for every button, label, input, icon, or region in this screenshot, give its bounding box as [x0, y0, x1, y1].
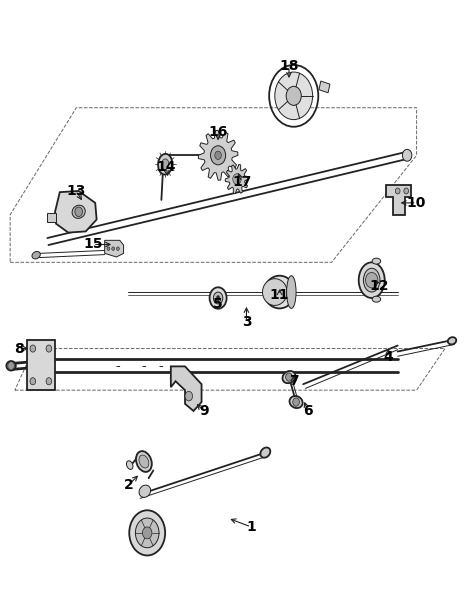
Polygon shape: [198, 131, 238, 180]
Text: 11: 11: [270, 288, 289, 302]
Text: 18: 18: [279, 59, 299, 73]
Ellipse shape: [158, 154, 172, 175]
Circle shape: [185, 392, 192, 401]
Circle shape: [395, 188, 400, 194]
Circle shape: [30, 378, 36, 385]
Circle shape: [30, 345, 36, 352]
Text: 7: 7: [289, 374, 299, 388]
Ellipse shape: [290, 396, 302, 408]
Text: 9: 9: [199, 404, 209, 418]
Circle shape: [112, 247, 115, 250]
Circle shape: [210, 287, 227, 309]
Text: 4: 4: [383, 350, 393, 365]
Ellipse shape: [359, 262, 385, 298]
Text: 12: 12: [369, 279, 389, 293]
Circle shape: [402, 150, 412, 162]
Polygon shape: [55, 191, 97, 232]
Ellipse shape: [263, 279, 287, 305]
Text: 16: 16: [209, 125, 228, 138]
Polygon shape: [171, 367, 201, 411]
Circle shape: [233, 173, 241, 184]
Text: 15: 15: [83, 237, 102, 252]
Circle shape: [117, 247, 119, 250]
Circle shape: [365, 272, 378, 288]
Text: 10: 10: [407, 196, 426, 210]
Text: 8: 8: [14, 342, 24, 356]
Ellipse shape: [372, 258, 381, 264]
Ellipse shape: [448, 337, 456, 344]
Text: 5: 5: [213, 297, 223, 311]
Ellipse shape: [287, 276, 296, 308]
Circle shape: [143, 527, 152, 539]
Ellipse shape: [139, 485, 151, 498]
Ellipse shape: [162, 159, 169, 169]
Circle shape: [286, 373, 292, 381]
Ellipse shape: [136, 451, 152, 472]
Ellipse shape: [283, 371, 295, 383]
Bar: [46, 359, 50, 373]
Text: 1: 1: [246, 520, 256, 534]
Polygon shape: [105, 240, 124, 257]
Circle shape: [107, 247, 110, 250]
Circle shape: [216, 296, 220, 300]
Polygon shape: [27, 340, 55, 390]
Bar: [47, 213, 55, 222]
Text: 3: 3: [242, 315, 251, 329]
Ellipse shape: [364, 268, 380, 292]
Circle shape: [46, 378, 52, 385]
Text: 14: 14: [156, 160, 176, 174]
Circle shape: [293, 398, 300, 406]
Circle shape: [213, 292, 223, 304]
Circle shape: [404, 188, 409, 194]
Polygon shape: [225, 164, 249, 194]
Text: 17: 17: [232, 175, 251, 189]
Ellipse shape: [260, 448, 270, 458]
Polygon shape: [386, 185, 411, 215]
Ellipse shape: [127, 461, 133, 470]
Circle shape: [275, 72, 313, 120]
Ellipse shape: [264, 276, 295, 308]
Bar: [319, 81, 330, 93]
Ellipse shape: [6, 361, 16, 371]
Ellipse shape: [32, 252, 40, 259]
Text: 6: 6: [303, 404, 313, 418]
Ellipse shape: [72, 205, 85, 218]
Ellipse shape: [372, 296, 381, 302]
Circle shape: [210, 146, 226, 165]
Circle shape: [136, 518, 159, 548]
Circle shape: [46, 345, 52, 352]
Circle shape: [8, 362, 14, 370]
Circle shape: [75, 207, 82, 216]
Ellipse shape: [139, 455, 149, 468]
Circle shape: [215, 151, 221, 160]
Text: 2: 2: [123, 479, 133, 492]
Circle shape: [286, 86, 301, 105]
Text: 13: 13: [67, 184, 86, 198]
Circle shape: [129, 510, 165, 555]
